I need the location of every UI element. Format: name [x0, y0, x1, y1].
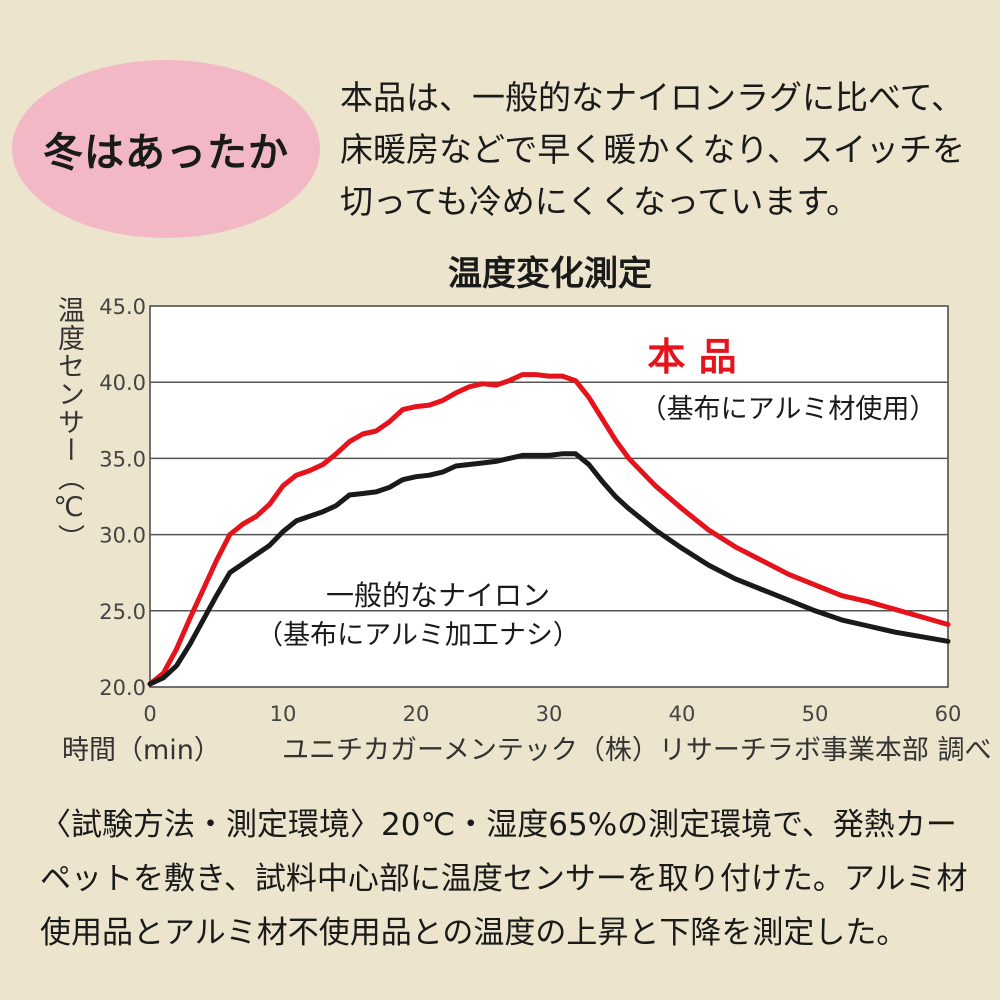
plot-area — [149, 305, 949, 688]
x-tick-label: 0 — [143, 702, 156, 726]
y-tick-label: 35.0 — [99, 447, 146, 471]
badge-text: 冬はあったか — [43, 130, 289, 176]
nylon-sublabel: （基布にアルミ加工ナシ） — [256, 620, 580, 651]
product-sublabel: （基布にアルミ材使用） — [640, 394, 937, 425]
product-label: 本 品 — [647, 335, 736, 379]
x-tick-label: 20 — [403, 702, 430, 726]
y-tick-label: 40.0 — [99, 371, 146, 395]
y-tick-label: 45.0 — [99, 295, 146, 319]
intro-text: 本品は、一般的なナイロンラグに比べて、床暖房などで早く暖かくなり、スイッチを切っ… — [340, 78, 966, 221]
x-axis-label: 時間（min） — [62, 735, 221, 766]
x-tick-label: 30 — [536, 702, 563, 726]
badge: 冬はあったか — [12, 60, 320, 238]
x-tick-label: 40 — [669, 702, 696, 726]
nylon-label: 一般的なナイロン — [326, 579, 550, 612]
x-tick-label: 50 — [802, 702, 829, 726]
y-tick-label: 30.0 — [99, 524, 146, 548]
x-tick-label: 10 — [270, 702, 297, 726]
product-line — [147, 372, 951, 687]
nylon-line — [147, 451, 951, 687]
y-tick-label: 25.0 — [99, 600, 146, 624]
x-tick-label: 60 — [935, 702, 962, 726]
y-axis-label: 温度センサー（℃） — [53, 296, 84, 552]
method-text: 〈試験方法・測定環境〉20℃・湿度65%の測定環境で、発熱カーペットを敷き、試料… — [40, 807, 968, 951]
chart-title: 温度変化測定 — [448, 254, 652, 294]
credit-text: ユニチカガーメンテック（株）リサーチラボ事業本部 調べ — [282, 735, 992, 766]
y-tick-label: 20.0 — [99, 676, 146, 700]
